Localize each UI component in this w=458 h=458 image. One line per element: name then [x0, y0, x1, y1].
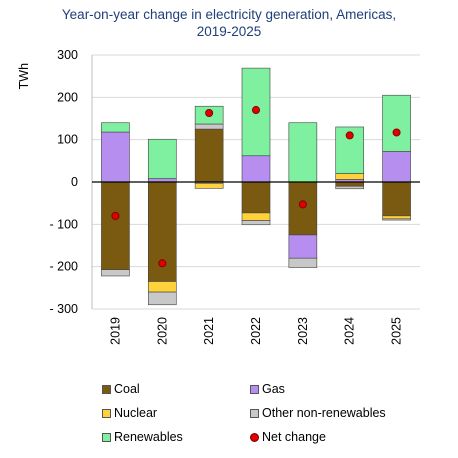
net-change-point-2020 [158, 259, 167, 268]
bar-coal-2019 [101, 181, 130, 270]
bar-gas-2019 [101, 131, 130, 183]
bar-coal-2025 [382, 181, 411, 217]
legend-item-net-change: Net change [250, 430, 326, 444]
bar-other-non-renewables-2019 [101, 269, 130, 277]
bar-renewables-2023 [288, 122, 318, 183]
legend-label-gas: Gas [262, 382, 285, 396]
bar-other-non-renewables-2022 [241, 220, 271, 226]
net-change-point-2019 [111, 211, 120, 220]
bar-renewables-2025 [382, 94, 411, 152]
chart-title: Year-on-year change in electricity gener… [0, 6, 458, 40]
y-tick-label: - 300 [50, 302, 79, 316]
bar-nuclear-2021 [194, 182, 224, 189]
legend-item-gas: Gas [250, 382, 285, 396]
legend-swatch-gas [250, 384, 259, 394]
legend-label-nuclear: Nuclear [114, 406, 158, 420]
bar-renewables-2019 [101, 122, 130, 133]
legend-swatch-nuclear [102, 408, 111, 418]
x-tick-label: 2024 [343, 317, 357, 345]
y-tick-label: 300 [57, 48, 78, 62]
legend-label-net-change: Net change [262, 430, 326, 444]
y-tick-label: 200 [57, 90, 78, 104]
bar-nuclear-2025 [382, 215, 411, 220]
bar-coal-2022 [241, 181, 271, 214]
legend-label-coal: Coal [114, 382, 140, 396]
net-change-point-2021 [205, 108, 214, 117]
bar-other-non-renewables-2025 [382, 218, 411, 221]
x-tick-label: 2021 [202, 317, 216, 345]
net-change-point-2025 [392, 128, 401, 137]
net-change-point-2024 [345, 131, 354, 140]
legend-swatch-other [250, 408, 259, 418]
legend-swatch-renewables [102, 432, 111, 442]
legend-label-renewables: Renewables [114, 430, 183, 444]
x-tick-label: 2020 [155, 317, 169, 345]
bar-gas-2022 [241, 155, 271, 183]
legend-item-coal: Coal [102, 382, 140, 396]
bar-other-non-renewables-2024 [335, 185, 365, 190]
bar-other-non-renewables-2021 [194, 123, 224, 130]
y-tick-label: - 100 [50, 217, 79, 231]
x-tick-label: 2019 [108, 317, 122, 345]
y-tick-label: 0 [71, 175, 78, 189]
bar-nuclear-2020 [147, 281, 177, 293]
bar-other-non-renewables-2023 [288, 257, 318, 268]
y-axis-title: TWh [17, 63, 31, 89]
legend-label-other: Other non-renewables [262, 406, 386, 420]
x-tick-label: 2023 [296, 317, 310, 345]
bar-nuclear-2024 [335, 173, 365, 180]
bar-other-non-renewables-2020 [147, 291, 177, 306]
bar-gas-2025 [382, 151, 411, 183]
chart-title-line-1: Year-on-year change in electricity gener… [61, 7, 397, 22]
legend-item-other: Other non-renewables [250, 406, 386, 420]
chart-title-line-2: 2019-2025 [196, 24, 262, 39]
net-change-point-2023 [298, 200, 307, 209]
y-tick-label: - 200 [50, 260, 79, 274]
x-tick-label: 2025 [390, 317, 404, 345]
legend-item-renewables: Renewables [102, 430, 183, 444]
bar-gas-2023 [288, 234, 318, 259]
legend-swatch-coal [102, 384, 111, 394]
bar-coal-2021 [194, 128, 224, 183]
bar-renewables-2020 [147, 138, 177, 179]
y-tick-label: 100 [57, 133, 78, 147]
bar-nuclear-2022 [241, 212, 271, 221]
net-change-point-2022 [251, 106, 260, 115]
x-tick-label: 2022 [249, 317, 263, 345]
bar-coal-2024 [335, 181, 365, 187]
legend-item-nuclear: Nuclear [102, 406, 157, 420]
legend-marker-net-change [250, 432, 259, 442]
bar-coal-2023 [288, 181, 318, 236]
